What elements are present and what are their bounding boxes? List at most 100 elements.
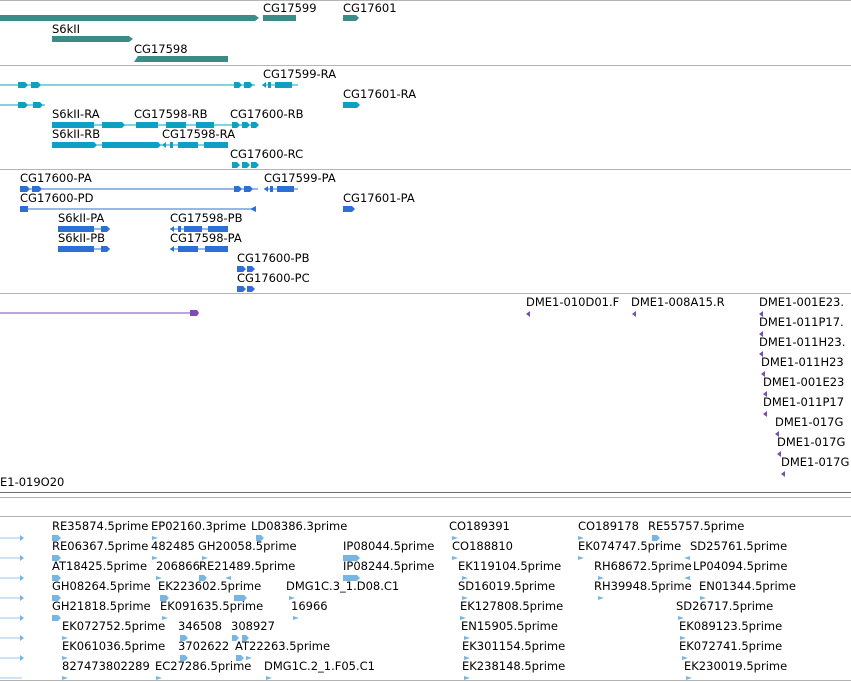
est-label[interactable]: EN01344.5prime <box>699 579 796 593</box>
est-label[interactable]: EK089123.5prime <box>679 619 783 633</box>
est-label[interactable]: RE06367.5prime <box>52 539 149 553</box>
clone-end-marker[interactable] <box>781 471 785 477</box>
protein-label[interactable]: CG17599-PA <box>264 171 336 185</box>
est-label[interactable]: 308927 <box>231 619 275 633</box>
protein-feature[interactable] <box>170 226 228 232</box>
transcript-feature[interactable] <box>52 142 228 148</box>
clone-end-marker[interactable] <box>775 431 779 437</box>
est-label[interactable]: AT22263.5prime <box>235 639 331 653</box>
est-label[interactable]: EK074747.5prime <box>578 539 682 553</box>
transcript-label[interactable]: CG17600-RB <box>230 107 304 121</box>
protein-label[interactable]: CG17600-PC <box>237 271 310 285</box>
transcript-label[interactable]: CG17598-RB <box>134 107 208 121</box>
est-label[interactable]: RE55757.5prime <box>648 519 745 533</box>
clone-label[interactable]: DME1-017G <box>777 435 846 449</box>
clone-end-marker[interactable] <box>759 331 763 337</box>
clone-label[interactable]: DME1-001E23. <box>759 295 845 309</box>
transcript-label[interactable]: S6kII-RB <box>52 127 101 141</box>
clone-end-marker[interactable] <box>526 311 530 317</box>
est-label[interactable]: EK091635.5prime <box>160 599 264 613</box>
protein-label[interactable]: CG17598-PA <box>170 231 242 245</box>
transcript-label[interactable]: CG17599-RA <box>263 67 337 81</box>
transcript-label[interactable]: CG17600-RC <box>230 147 304 161</box>
est-label[interactable]: RE21489.5prime <box>199 559 296 573</box>
gene-feature[interactable] <box>263 15 296 21</box>
gene-feature[interactable] <box>343 15 359 21</box>
est-label[interactable]: EK230019.5prime <box>684 659 788 673</box>
est-label[interactable]: EK061036.5prime <box>62 639 166 653</box>
est-label[interactable]: GH21818.5prime <box>52 599 151 613</box>
est-label[interactable]: EK119104.5prime <box>458 559 562 573</box>
est-label[interactable]: EK223602.5prime <box>158 579 262 593</box>
est-label[interactable]: AT18425.5prime <box>52 559 148 573</box>
transcript-feature[interactable] <box>18 102 43 108</box>
clone-label[interactable]: DME1-010D01.F <box>526 295 620 309</box>
est-label[interactable]: DMG1C.2_1.F05.C1 <box>264 659 375 673</box>
protein-feature[interactable] <box>58 246 110 252</box>
protein-label[interactable]: CG17600-PB <box>237 251 310 265</box>
est-label[interactable]: 827473802289 <box>62 659 150 673</box>
clone-end-marker[interactable] <box>632 311 636 317</box>
transcript-feature[interactable] <box>52 122 259 128</box>
est-label[interactable]: DMG1C.3_1.D08.C1 <box>286 579 400 593</box>
est-label[interactable]: EK238148.5prime <box>462 659 566 673</box>
gene-feature[interactable] <box>134 56 228 62</box>
transcript-label[interactable]: S6kII-RA <box>52 107 100 121</box>
est-label[interactable]: SD16019.5prime <box>458 579 556 593</box>
transcript-feature[interactable] <box>262 82 292 88</box>
clone-end-marker[interactable] <box>763 411 767 417</box>
protein-feature[interactable] <box>237 266 255 272</box>
est-label[interactable]: EC27286.5prime <box>155 659 252 673</box>
clone-end-marker[interactable] <box>759 351 763 357</box>
clone-end-marker[interactable] <box>761 371 765 377</box>
est-label[interactable]: CO188810 <box>452 539 513 553</box>
est-label[interactable]: GH20058.5prime <box>198 539 297 553</box>
est-label[interactable]: CO189178 <box>578 519 639 533</box>
clone-label[interactable]: DME1-008A15.R <box>631 295 725 309</box>
est-label[interactable]: EN15905.5prime <box>461 619 558 633</box>
protein-label[interactable]: CG17600-PA <box>20 171 92 185</box>
gene-feature[interactable] <box>0 15 259 21</box>
est-label[interactable]: LP04094.5prime <box>693 559 788 573</box>
protein-label[interactable]: S6kII-PA <box>58 211 105 225</box>
est-label[interactable]: RH68672.5prime <box>594 559 692 573</box>
clone-label[interactable]: DME1-011P17. <box>759 315 844 329</box>
est-label[interactable]: EK072741.5prime <box>679 639 783 653</box>
protein-feature[interactable] <box>264 186 294 192</box>
est-label[interactable]: RH39948.5prime <box>594 579 692 593</box>
est-label[interactable]: IP08044.5prime <box>343 539 435 553</box>
clone-end-marker[interactable] <box>190 310 199 316</box>
gene-label[interactable]: CG17599 <box>263 1 317 15</box>
est-label[interactable]: EP02160.3prime <box>151 519 247 533</box>
clone-label[interactable]: DME1-017G <box>775 415 844 429</box>
est-label[interactable]: 16966 <box>291 599 328 613</box>
est-label[interactable]: EK301154.5prime <box>462 639 566 653</box>
clone-end-marker[interactable] <box>777 451 781 457</box>
clone-label[interactable]: DME1-011H23 <box>761 355 844 369</box>
gene-feature[interactable] <box>52 36 133 42</box>
est-label[interactable]: EK127808.5prime <box>460 599 564 613</box>
protein-feature[interactable] <box>237 286 255 292</box>
protein-label[interactable]: CG17598-PB <box>170 211 243 225</box>
est-label[interactable]: 3702622 <box>178 639 230 653</box>
protein-label[interactable]: S6kII-PB <box>58 231 106 245</box>
est-label[interactable]: CO189391 <box>449 519 510 533</box>
gene-label[interactable]: CG17601 <box>343 1 397 15</box>
gene-label[interactable]: CG17598 <box>134 42 188 56</box>
est-label[interactable]: 482485 <box>151 539 195 553</box>
transcript-feature[interactable] <box>232 162 259 168</box>
clone-label[interactable]: DME1-017G <box>781 455 850 469</box>
est-label[interactable]: SD26717.5prime <box>676 599 774 613</box>
protein-label[interactable]: CG17601-PA <box>343 191 415 205</box>
protein-label[interactable]: CG17600-PD <box>20 191 94 205</box>
clone-label[interactable]: DME1-011P17 <box>763 395 845 409</box>
est-label[interactable]: 346508 <box>178 619 222 633</box>
clone-label[interactable]: E1-019O20 <box>0 475 65 489</box>
clone-label[interactable]: DME1-011H23. <box>759 335 846 349</box>
est-label[interactable]: SD25761.5prime <box>690 539 788 553</box>
transcript-feature[interactable] <box>343 102 360 108</box>
protein-feature[interactable] <box>58 226 110 232</box>
transcript-label[interactable]: CG17601-RA <box>343 87 417 101</box>
est-label[interactable]: 206866 <box>156 559 200 573</box>
transcript-label[interactable]: CG17598-RA <box>162 127 236 141</box>
